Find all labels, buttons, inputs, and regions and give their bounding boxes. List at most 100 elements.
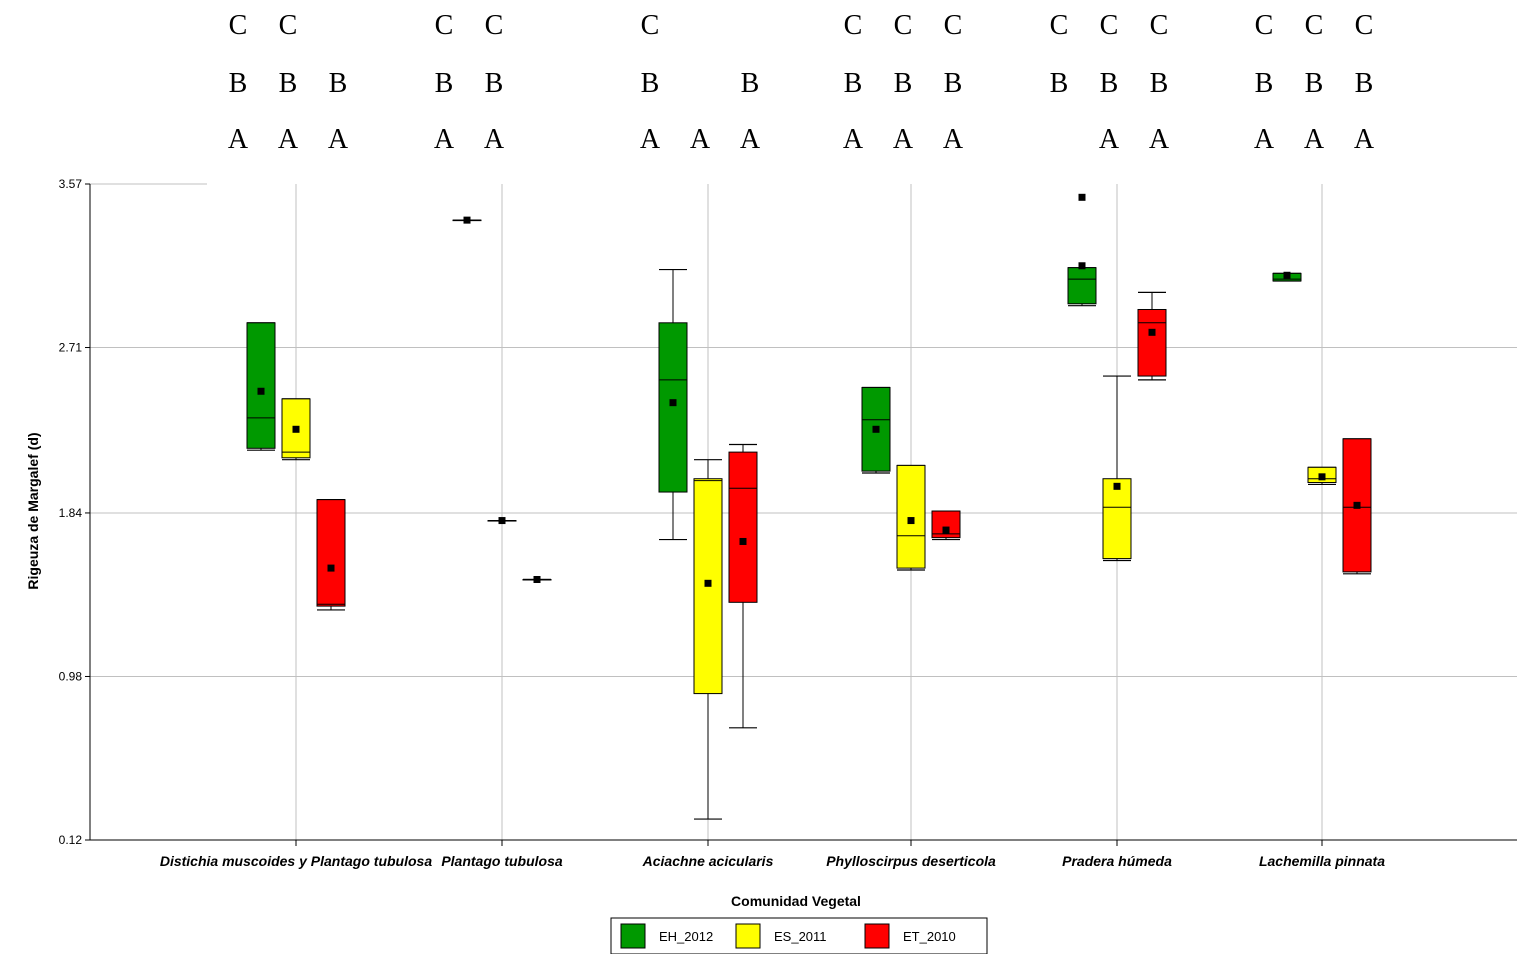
- box-mean-marker: [292, 425, 300, 433]
- box-plot: [693, 459, 723, 820]
- box-plot: [1067, 193, 1097, 307]
- axis-layer: 0.12 0.98 1.84 2.71 3.57 Distichia muscoides …: [59, 177, 1517, 869]
- box-mean-marker: [942, 526, 950, 534]
- box-mean-marker: [1283, 271, 1291, 279]
- x-axis-title: Comunidad Vegetal: [731, 893, 861, 909]
- significance-letter: A: [1354, 124, 1375, 155]
- y-axis-title: Rigeuza de Margalef (d): [25, 432, 41, 589]
- box-iqr: [1137, 308, 1167, 377]
- significance-letter: B: [435, 68, 454, 99]
- significance-letter: C: [944, 10, 963, 41]
- significance-letter: B: [1255, 68, 1274, 99]
- significance-letter: C: [1355, 10, 1374, 41]
- legend-frame: [610, 917, 988, 954]
- box-mean-marker: [1318, 473, 1326, 481]
- significance-letter: B: [279, 68, 298, 99]
- significance-letter: B: [1150, 68, 1169, 99]
- box-iqr: [316, 499, 346, 607]
- legend-label: ET_2010: [903, 929, 956, 944]
- box-iqr: [246, 322, 276, 449]
- significance-letter: A: [1304, 124, 1325, 155]
- legend-swatch: [735, 923, 761, 949]
- significance-letter: A: [1099, 124, 1120, 155]
- y-tick-label: 2.71: [59, 341, 83, 355]
- box-mean-marker: [1113, 482, 1121, 490]
- box-plot: [1102, 375, 1132, 562]
- box-mean-marker: [1148, 328, 1156, 336]
- x-tick-label: Distichia muscoides y Plantago tubulosa: [160, 853, 432, 869]
- box-plot: [316, 499, 346, 611]
- significance-letter: B: [944, 68, 963, 99]
- significance-letter: B: [844, 68, 863, 99]
- x-tick-label: Phylloscirpus deserticola: [826, 853, 996, 869]
- box-plot: [246, 322, 276, 451]
- box-layer: [246, 193, 1372, 820]
- significance-letter: C: [641, 10, 660, 41]
- box-mean-marker: [533, 576, 541, 584]
- legend-swatch: [620, 923, 646, 949]
- box-mean-marker: [739, 537, 747, 545]
- significance-letter: B: [894, 68, 913, 99]
- box-mean-marker: [463, 216, 471, 224]
- y-tick-label: 0.98: [59, 669, 83, 683]
- legend: EH_2012 ES_2011 ET_2010: [610, 917, 988, 954]
- box-plot: [487, 517, 517, 525]
- box-mean-marker: [1353, 501, 1361, 509]
- significance-letter: A: [640, 124, 661, 155]
- significance-letter: B: [741, 68, 760, 99]
- significance-letter: C: [1255, 10, 1274, 41]
- significance-letter: A: [690, 124, 711, 155]
- significance-letter: C: [1305, 10, 1324, 41]
- significance-letter: C: [279, 10, 298, 41]
- box-plot: [931, 510, 961, 541]
- legend-label: ES_2011: [774, 929, 827, 944]
- box-plot: [1307, 466, 1337, 486]
- significance-letter: C: [229, 10, 248, 41]
- significance-letter: B: [485, 68, 504, 99]
- significance-letter: C: [1100, 10, 1119, 41]
- x-tick-label: Aciachne acicularis: [642, 853, 774, 869]
- y-tick-label: 0.12: [59, 833, 83, 847]
- box-mean-marker: [327, 564, 335, 572]
- box-plot: [452, 216, 482, 224]
- significance-letter: B: [329, 68, 348, 99]
- significance-letter: C: [435, 10, 454, 41]
- box-mean-marker: [669, 399, 677, 407]
- box-iqr: [896, 464, 926, 569]
- significance-letter: B: [1050, 68, 1069, 99]
- grid-layer: [90, 183, 1517, 840]
- significance-letter: A: [328, 124, 349, 155]
- significance-letter: A: [943, 124, 964, 155]
- box-plot: [522, 576, 552, 584]
- significance-letter: C: [844, 10, 863, 41]
- box-plot: [1137, 291, 1167, 381]
- legend-swatch: [864, 923, 890, 949]
- box-plot: [281, 398, 311, 461]
- significance-letter: C: [1150, 10, 1169, 41]
- significance-letter: A: [434, 124, 455, 155]
- significance-letter: A: [1254, 124, 1275, 155]
- x-tick-label: Plantago tubulosa: [441, 853, 563, 869]
- x-tick-label: Lachemilla pinnata: [1259, 853, 1385, 869]
- significance-letter: A: [484, 124, 505, 155]
- box-iqr: [728, 451, 758, 603]
- box-plot: [1272, 271, 1302, 282]
- significance-letter: C: [894, 10, 913, 41]
- box-plot: [728, 443, 758, 729]
- y-tick-label: 3.57: [59, 177, 83, 191]
- significance-letter: B: [1100, 68, 1119, 99]
- y-tick-label: 1.84: [59, 506, 83, 520]
- box-mean-marker: [907, 517, 915, 525]
- significance-letter: C: [1050, 10, 1069, 41]
- box-iqr: [1067, 267, 1097, 305]
- significance-letter: A: [893, 124, 914, 155]
- significance-letter: B: [1305, 68, 1324, 99]
- box-iqr: [1102, 478, 1132, 560]
- significance-letter: A: [1149, 124, 1170, 155]
- legend-label: EH_2012: [659, 929, 713, 944]
- significance-letter: A: [843, 124, 864, 155]
- significance-letter: B: [229, 68, 248, 99]
- significance-letter: C: [485, 10, 504, 41]
